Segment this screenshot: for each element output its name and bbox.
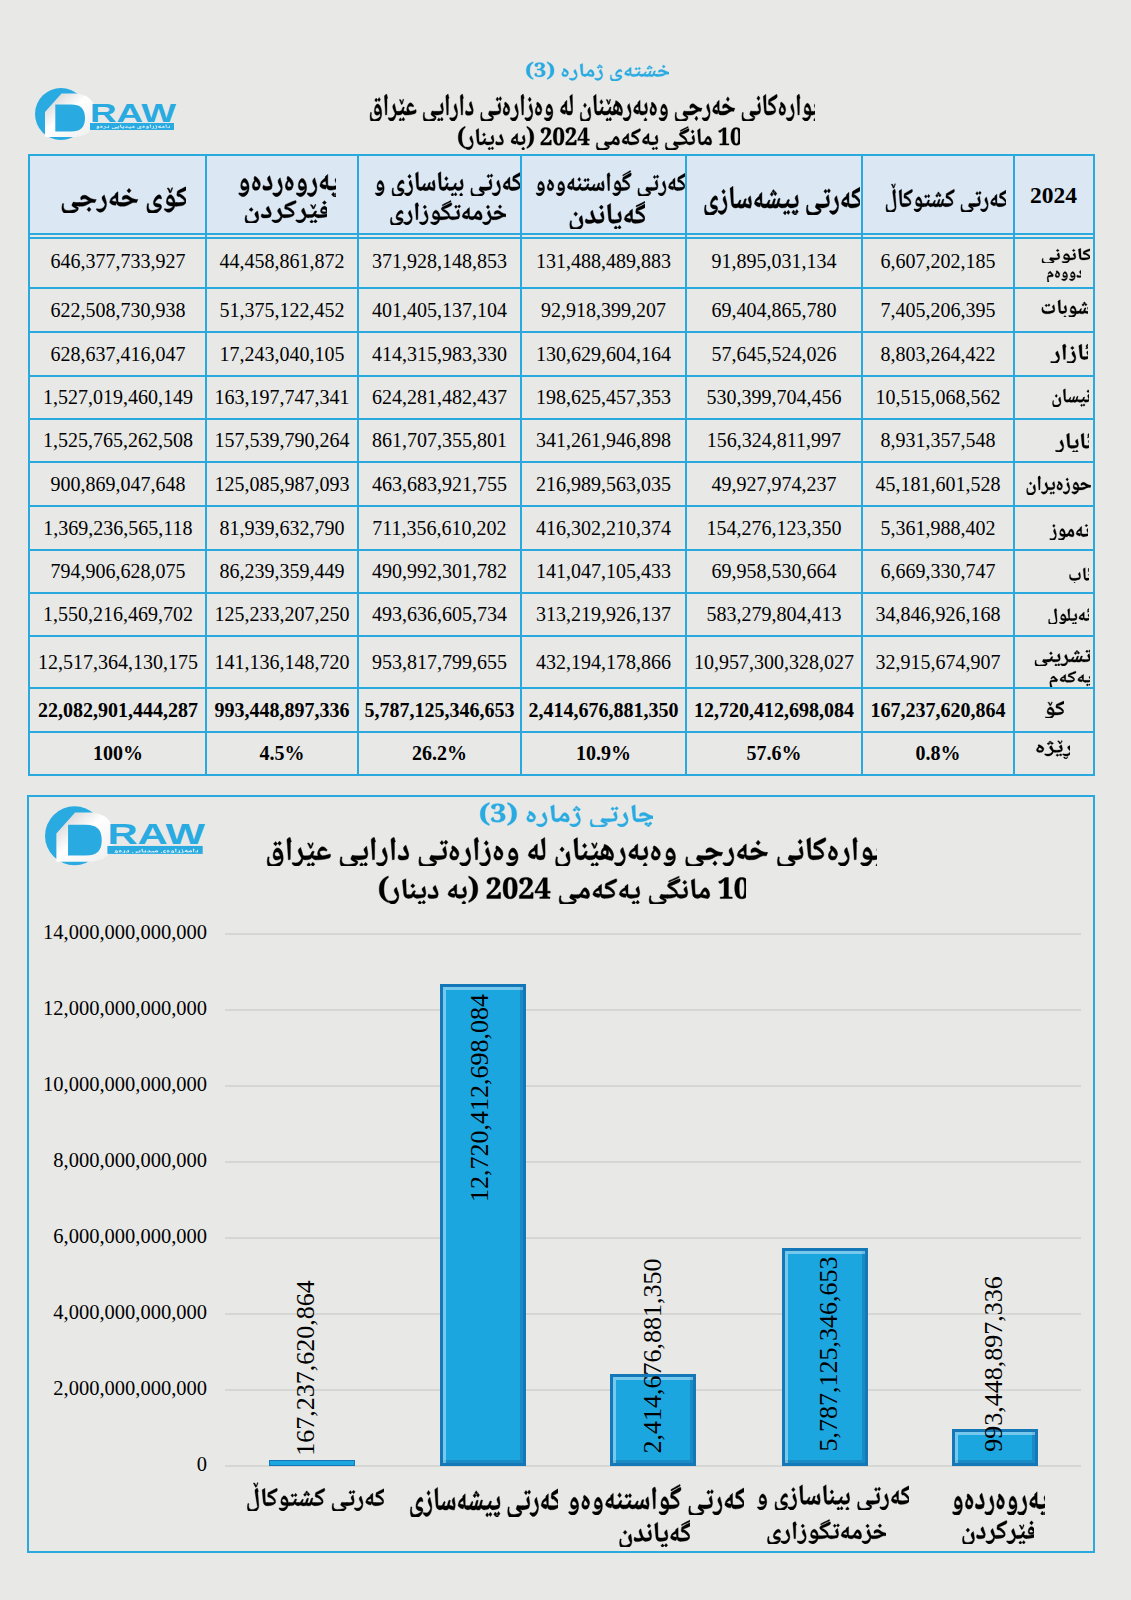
- svg-text:RAW: RAW: [108, 817, 206, 850]
